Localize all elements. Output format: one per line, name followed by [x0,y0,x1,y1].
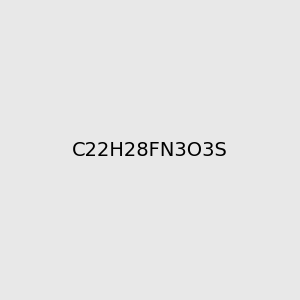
Text: C22H28FN3O3S: C22H28FN3O3S [72,140,228,160]
